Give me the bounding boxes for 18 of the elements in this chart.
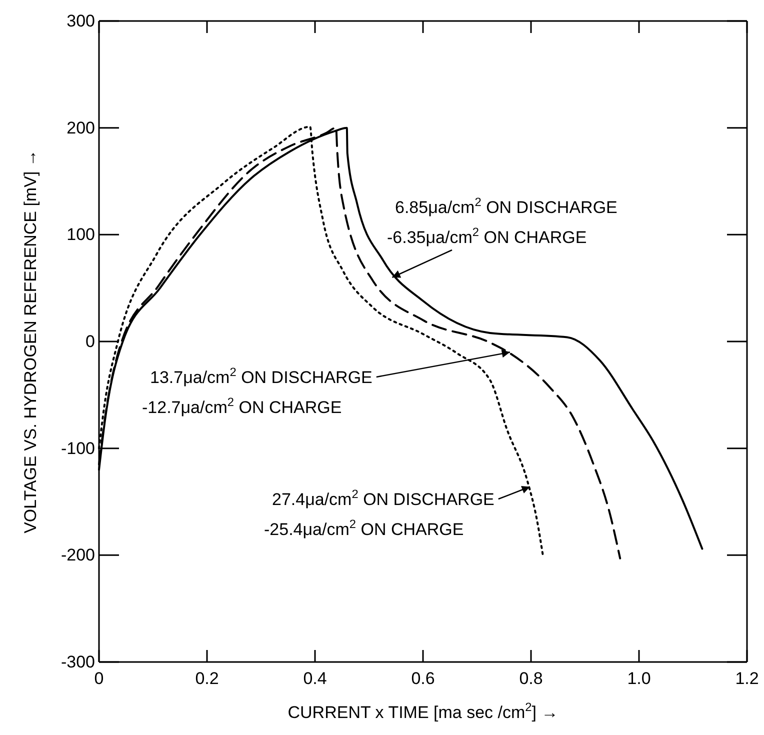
x-tick-label: 1.2 <box>735 669 759 688</box>
x-axis-title: CURRENT x TIME [ma sec /cm$^{2}$] → <box>288 700 558 722</box>
y-axis-title: VOLTAGE VS. HYDROGEN REFERENCE [mV] → <box>21 150 40 534</box>
y-tick-label: 0 <box>86 332 95 351</box>
annotation: 13.7μa/cm$^{2}$ ON DISCHARGE -12.7μa/cm$^{2}$ ON CHARGE <box>142 365 372 417</box>
annotation: 6.85μa/cm$^{2}$ ON DISCHARGE -6.35μa/cm$^{2}$ ON CHARGE <box>387 195 618 247</box>
y-tick-label: -300 <box>60 652 95 672</box>
y-tick-label: 100 <box>66 225 95 244</box>
y-tick-label: -200 <box>60 546 95 565</box>
x-tick-label: 0.4 <box>303 669 327 688</box>
annotation: 27.4μa/cm$^{2}$ ON DISCHARGE -25.4μa/cm$^{2}$ ON CHARGE <box>264 487 494 539</box>
x-tick-label: 0.2 <box>195 669 219 688</box>
y-tick-label: 200 <box>66 118 95 138</box>
y-tick-label: -100 <box>60 438 95 458</box>
y-tick-label: 300 <box>66 11 95 30</box>
x-tick-label: 1.0 <box>627 669 651 688</box>
x-tick-label: 0.6 <box>411 669 435 688</box>
x-tick-label: 0.8 <box>519 669 543 688</box>
